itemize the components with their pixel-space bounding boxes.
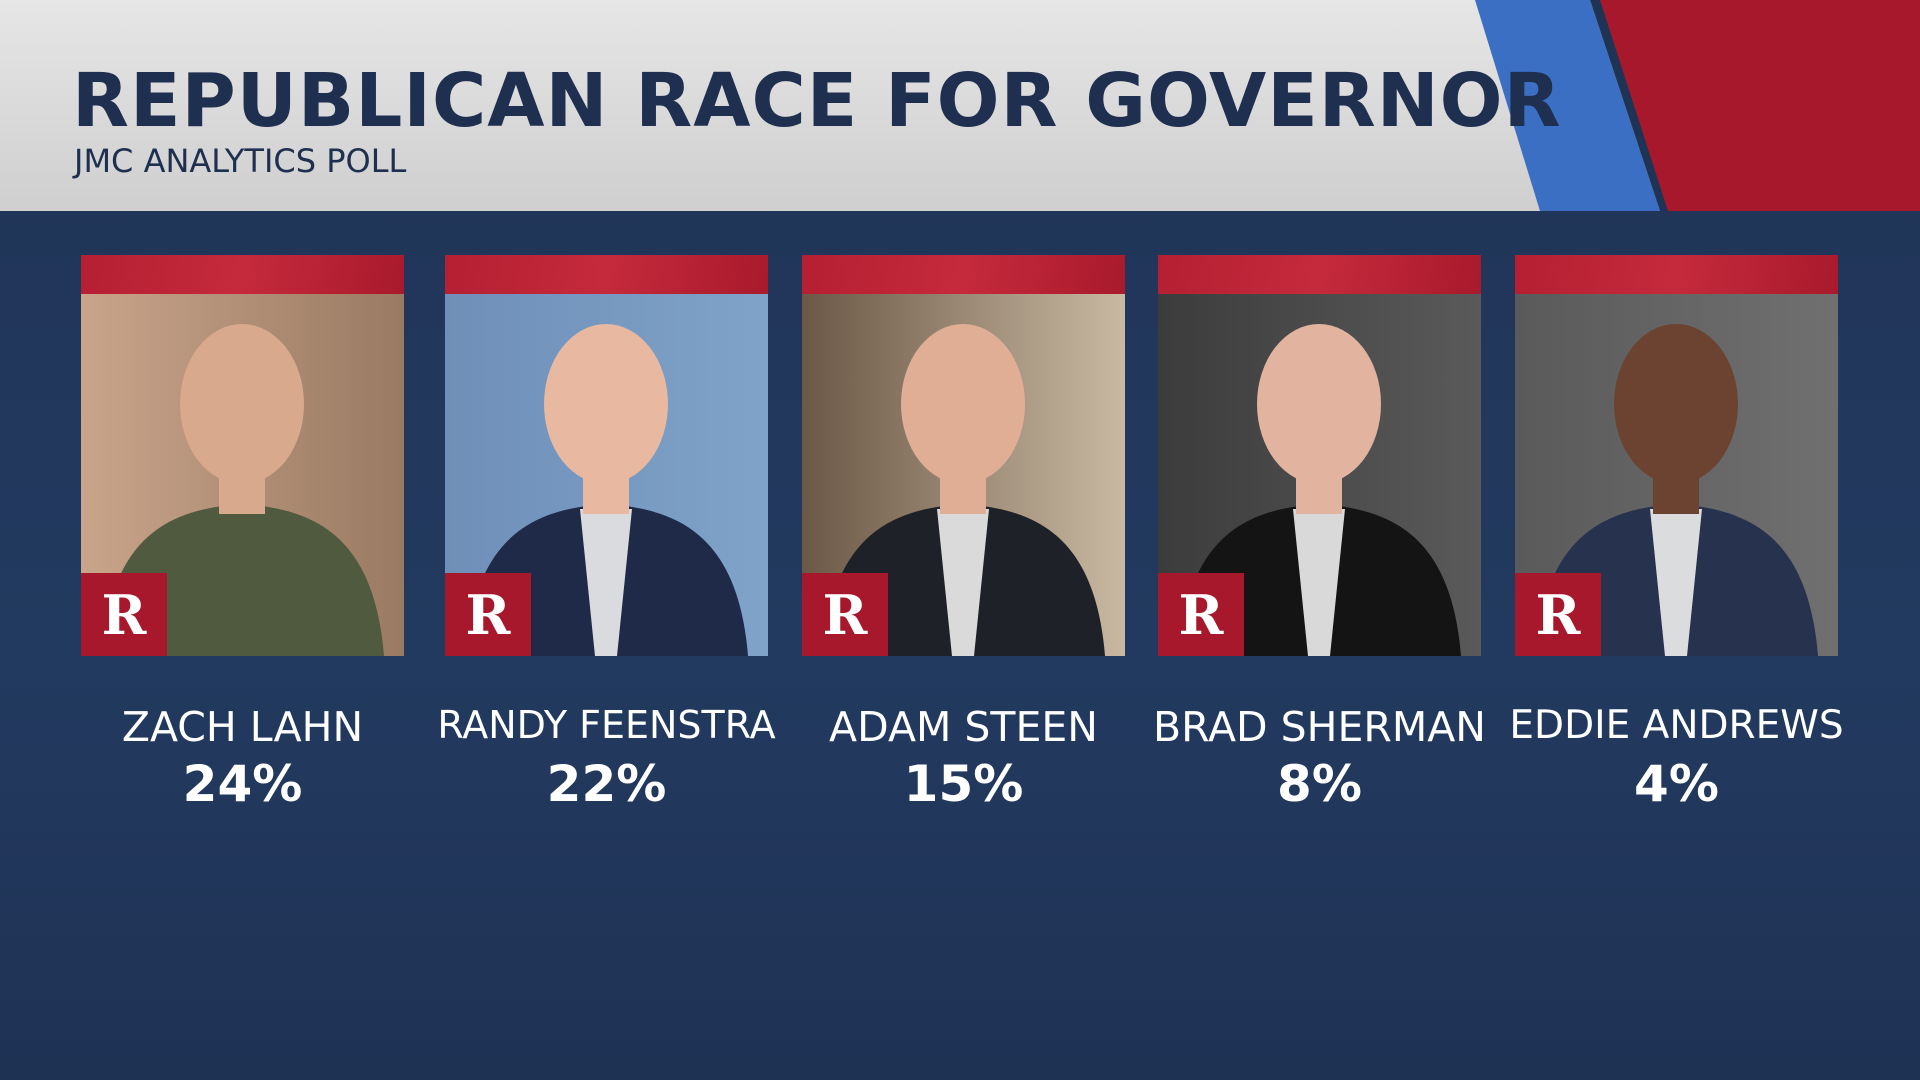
vote-share: 22%	[546, 755, 667, 813]
portrait	[1178, 324, 1461, 656]
candidate-name: EDDIE ANDREWS	[1509, 703, 1844, 748]
card-bar	[1515, 255, 1838, 294]
card-bar	[802, 255, 1125, 294]
card-bar	[445, 255, 768, 294]
candidate-card: R BRAD SHERMAN 8%	[1153, 255, 1486, 813]
candidate-name: ADAM STEEN	[829, 703, 1098, 751]
shirt	[937, 509, 989, 656]
candidate-name: RANDY FEENSTRA	[437, 703, 776, 747]
vote-share: 4%	[1634, 755, 1719, 813]
party-badge: R	[802, 573, 888, 656]
shirt	[580, 509, 632, 656]
head	[544, 324, 668, 484]
card-bar	[1158, 255, 1481, 294]
portrait	[465, 324, 748, 656]
candidate-photo: R	[445, 294, 768, 656]
candidate-photo: R	[81, 294, 404, 656]
candidate-photo: R	[802, 294, 1125, 656]
head	[901, 324, 1025, 484]
head	[1614, 324, 1738, 484]
head	[180, 324, 304, 484]
party-badge: R	[1515, 573, 1601, 656]
candidate-card: R RANDY FEENSTRA 22%	[437, 255, 776, 813]
title: REPUBLICAN RACE FOR GOVERNOR	[72, 58, 1562, 144]
portrait	[101, 324, 384, 656]
candidate-photo: R	[1515, 294, 1838, 656]
torso	[101, 504, 384, 656]
vote-share: 15%	[903, 755, 1024, 813]
candidate-card: R EDDIE ANDREWS 4%	[1509, 255, 1844, 813]
party-badge: R	[1158, 573, 1244, 656]
head	[1257, 324, 1381, 484]
shirt	[1650, 509, 1702, 656]
candidate-card: R ADAM STEEN 15%	[802, 255, 1125, 813]
candidate-card: R ZACH LAHN 24%	[81, 255, 404, 813]
vote-share: 24%	[182, 755, 303, 813]
subtitle: JMC ANALYTICS POLL	[74, 142, 407, 180]
vote-share: 8%	[1277, 755, 1362, 813]
red-block	[1600, 0, 1920, 211]
party-badge: R	[81, 573, 167, 656]
portrait	[822, 324, 1105, 656]
blue-stripe	[1475, 0, 1660, 211]
shirt	[1293, 509, 1345, 656]
candidate-photo: R	[1158, 294, 1481, 656]
portrait	[1535, 324, 1818, 656]
candidate-name: BRAD SHERMAN	[1153, 703, 1486, 751]
card-bar	[81, 255, 404, 294]
header-decoration	[1475, 0, 1920, 211]
candidate-name: ZACH LAHN	[121, 703, 364, 751]
party-badge: R	[445, 573, 531, 656]
